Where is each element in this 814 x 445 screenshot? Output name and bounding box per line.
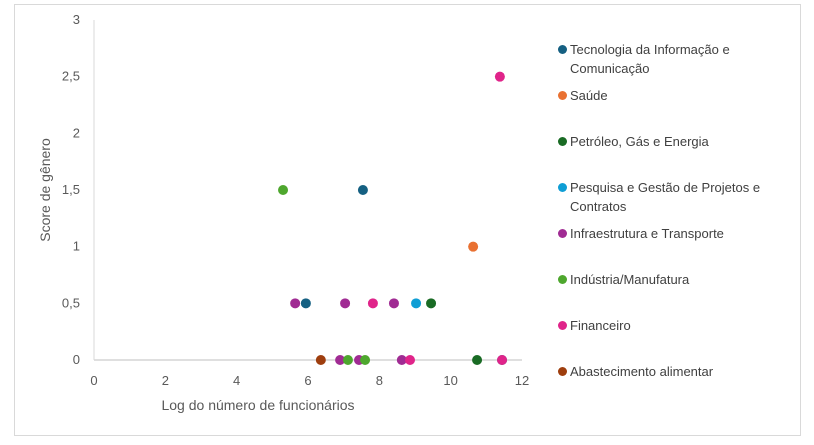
x-tick-label: 8	[376, 373, 383, 388]
x-tick-label: 0	[90, 373, 97, 388]
data-point	[497, 355, 508, 365]
data-point	[494, 71, 505, 82]
legend-marker-icon	[558, 275, 567, 284]
x-tick-label: 2	[162, 373, 169, 388]
x-tick-label: 4	[233, 373, 240, 388]
legend-label: Saúde	[570, 88, 608, 103]
legend-marker-icon	[558, 367, 567, 376]
chart-frame	[14, 4, 801, 436]
legend-item: Infraestrutura e Transporte	[558, 224, 798, 243]
legend-marker-icon	[558, 183, 567, 192]
x-tick-label: 12	[515, 373, 529, 388]
data-point	[388, 298, 399, 309]
y-tick-label: 0,5	[62, 295, 80, 310]
y-tick-label: 1,5	[62, 182, 80, 197]
legend-item: Abastecimento alimentar	[558, 362, 798, 381]
y-tick-label: 0	[73, 352, 80, 367]
y-tick-label: 2	[73, 125, 80, 140]
y-axis-title: Score de gênero	[37, 138, 53, 242]
data-point	[360, 355, 371, 365]
data-point	[290, 298, 301, 309]
data-point	[411, 298, 422, 309]
data-point	[396, 355, 407, 365]
data-point	[472, 355, 483, 365]
x-axis-title: Log do número de funcionários	[161, 397, 354, 413]
legend-item: Pesquisa e Gestão de Projetos e Contrato…	[558, 178, 798, 216]
data-point	[426, 298, 437, 309]
legend-marker-icon	[558, 91, 567, 100]
legend-label: Pesquisa e Gestão de Projetos e Contrato…	[570, 180, 761, 214]
data-point	[278, 185, 289, 195]
data-point	[405, 355, 416, 365]
data-point	[367, 298, 378, 309]
x-tick-label: 10	[443, 373, 457, 388]
data-point	[468, 241, 479, 252]
data-point	[300, 298, 311, 309]
legend-item: Petróleo, Gás e Energia	[558, 132, 798, 151]
legend-marker-icon	[558, 45, 567, 54]
legend-label: Abastecimento alimentar	[570, 364, 714, 379]
legend-label: Indústria/Manufatura	[570, 272, 690, 287]
legend-label: Infraestrutura e Transporte	[570, 226, 724, 241]
data-point	[357, 185, 368, 195]
legend-label: Petróleo, Gás e Energia	[570, 134, 709, 149]
legend-item: Financeiro	[558, 316, 798, 335]
legend-marker-icon	[558, 321, 567, 330]
legend-item: Tecnologia da Informação e Comunicação	[558, 40, 798, 78]
x-tick-label: 6	[304, 373, 311, 388]
data-point	[342, 355, 353, 365]
legend-marker-icon	[558, 229, 567, 238]
legend-marker-icon	[558, 137, 567, 146]
data-point	[340, 298, 351, 309]
data-point	[335, 355, 346, 365]
legend-label: Tecnologia da Informação e Comunicação	[570, 42, 730, 76]
data-point	[315, 355, 326, 365]
legend-label: Financeiro	[570, 318, 631, 333]
legend-item: Saúde	[558, 86, 798, 105]
y-tick-label: 1	[73, 239, 80, 254]
y-tick-label: 3	[73, 12, 80, 27]
legend-item: Indústria/Manufatura	[558, 270, 798, 289]
y-tick-label: 2,5	[62, 69, 80, 84]
